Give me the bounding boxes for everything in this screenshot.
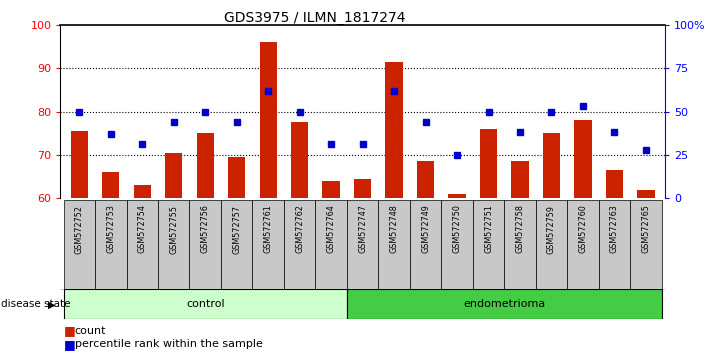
Bar <box>567 200 599 290</box>
Text: GSM572752: GSM572752 <box>75 205 84 253</box>
Text: GSM572756: GSM572756 <box>201 205 210 253</box>
Bar <box>284 200 316 290</box>
Bar <box>535 200 567 290</box>
Text: disease state: disease state <box>1 298 71 309</box>
Bar <box>606 170 623 198</box>
Bar <box>190 200 221 290</box>
Bar <box>574 120 592 198</box>
Bar <box>165 153 183 198</box>
Bar <box>511 161 529 198</box>
Bar <box>291 122 309 198</box>
Bar <box>316 200 347 290</box>
Bar <box>504 200 535 290</box>
Bar <box>95 200 127 290</box>
Bar <box>473 200 504 290</box>
Text: GSM572759: GSM572759 <box>547 205 556 253</box>
Text: GDS3975 / ILMN_1817274: GDS3975 / ILMN_1817274 <box>223 11 405 25</box>
Text: GSM572754: GSM572754 <box>138 205 146 253</box>
Text: GSM572747: GSM572747 <box>358 205 367 253</box>
Bar <box>323 181 340 198</box>
Text: control: control <box>186 298 225 309</box>
Text: GSM572750: GSM572750 <box>452 205 461 253</box>
Bar <box>599 200 630 290</box>
Bar <box>63 200 95 290</box>
Bar <box>228 157 245 198</box>
Bar <box>385 62 402 198</box>
Text: ▶: ▶ <box>48 300 56 310</box>
Text: percentile rank within the sample: percentile rank within the sample <box>75 339 262 349</box>
Bar <box>417 161 434 198</box>
Text: GSM572755: GSM572755 <box>169 205 178 253</box>
Text: GSM572748: GSM572748 <box>390 205 399 253</box>
Text: GSM572758: GSM572758 <box>515 205 525 253</box>
Bar <box>542 133 560 198</box>
Bar <box>347 200 378 290</box>
Bar <box>637 189 655 198</box>
Bar <box>63 289 347 319</box>
Bar <box>480 129 497 198</box>
Text: ■: ■ <box>64 338 76 350</box>
Bar <box>196 133 214 198</box>
Bar <box>70 131 88 198</box>
Text: GSM572764: GSM572764 <box>326 205 336 253</box>
Text: ■: ■ <box>64 325 76 337</box>
Text: GSM572757: GSM572757 <box>232 205 241 253</box>
Text: GSM572762: GSM572762 <box>295 205 304 253</box>
Bar <box>252 200 284 290</box>
Bar <box>347 289 662 319</box>
Text: GSM572765: GSM572765 <box>641 205 651 253</box>
Text: count: count <box>75 326 106 336</box>
Bar <box>260 42 277 198</box>
Bar <box>354 179 371 198</box>
Bar <box>442 200 473 290</box>
Bar <box>410 200 442 290</box>
Bar <box>102 172 119 198</box>
Text: GSM572760: GSM572760 <box>579 205 587 253</box>
Text: GSM572763: GSM572763 <box>610 205 619 253</box>
Bar <box>134 185 151 198</box>
Bar <box>127 200 158 290</box>
Text: GSM572761: GSM572761 <box>264 205 273 253</box>
Text: GSM572749: GSM572749 <box>421 205 430 253</box>
Bar <box>449 194 466 198</box>
Text: GSM572753: GSM572753 <box>107 205 115 253</box>
Bar <box>221 200 252 290</box>
Bar <box>630 200 662 290</box>
Text: endometrioma: endometrioma <box>463 298 545 309</box>
Bar <box>378 200 410 290</box>
Text: GSM572751: GSM572751 <box>484 205 493 253</box>
Bar <box>158 200 190 290</box>
